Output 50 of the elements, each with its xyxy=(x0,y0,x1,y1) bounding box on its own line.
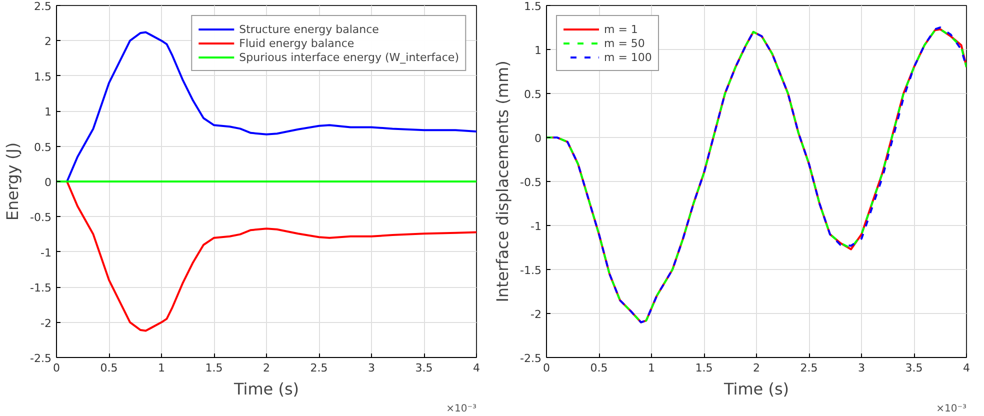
y-tick-label: 1.5 xyxy=(524,0,542,13)
text: ×10⁻³ xyxy=(446,404,476,414)
legend-label: Spurious interface energy (W_interface) xyxy=(239,50,459,64)
x-tick-label: 0 xyxy=(543,362,550,374)
x-axis-title: Time (s) xyxy=(232,380,300,398)
y-tick-label: -1.5 xyxy=(30,282,52,295)
legend-label: Structure energy balance xyxy=(239,22,379,36)
y-tick-label: 0 xyxy=(534,132,542,145)
y-tick-label: -1.5 xyxy=(520,264,542,277)
y-tick-label: 2 xyxy=(44,35,52,48)
y-tick-label: -0.5 xyxy=(30,211,52,224)
y-tick-label: 0.5 xyxy=(34,140,52,154)
x-tick-label: 4 xyxy=(473,362,480,374)
y-axis-title: Interface displacements (mm) xyxy=(493,60,512,302)
y-tick-label: 2.5 xyxy=(34,0,52,13)
x-tick-label: 1.5 xyxy=(695,362,713,374)
y-tick-label: 1.5 xyxy=(34,70,52,84)
x-axis-title: Time (s) xyxy=(722,380,790,398)
legend-label: m = 50 xyxy=(604,36,645,50)
y-tick-label: -2 xyxy=(40,316,52,330)
y-tick-label: -1 xyxy=(530,220,542,233)
y-tick-label: 0.5 xyxy=(524,88,542,101)
x-tick-label: 4 xyxy=(963,362,970,374)
legend-label: Fluid energy balance xyxy=(239,36,354,50)
y-tick-label: -2 xyxy=(530,308,542,321)
y-tick-label: -0.5 xyxy=(520,176,542,189)
x-tick-label: 2.5 xyxy=(310,362,328,374)
y-tick-label: -2.5 xyxy=(30,352,52,365)
x-tick-label: 3 xyxy=(368,362,375,374)
y-tick-label: 0 xyxy=(44,176,52,189)
x-tick-label: 2 xyxy=(263,362,270,374)
x-tick-label: 3.5 xyxy=(905,362,923,374)
y-tick-label: -1 xyxy=(40,246,52,260)
y-tick-label: 1 xyxy=(44,106,52,119)
y-tick-label: -2.5 xyxy=(520,352,542,365)
x-tick-label: 1 xyxy=(158,362,165,374)
x-tick-label: 3.5 xyxy=(415,362,433,374)
x-tick-label: 2 xyxy=(753,362,760,374)
text: ×10⁻³ xyxy=(936,404,966,414)
y-axis-title: Energy (J) xyxy=(3,142,22,221)
x-tick-label: 0 xyxy=(53,362,60,374)
legend-label: m = 100 xyxy=(604,50,652,64)
x-tick-label: 2.5 xyxy=(800,362,818,374)
x-tick-label: 1 xyxy=(648,362,655,374)
y-tick-label: 1 xyxy=(534,44,542,57)
x-tick-label: 3 xyxy=(858,362,865,374)
x-tick-label: 0.5 xyxy=(590,362,608,374)
legend-label: m = 1 xyxy=(604,22,638,36)
x-tick-label: 1.5 xyxy=(205,362,223,374)
x-tick-label: 0.5 xyxy=(100,362,118,374)
